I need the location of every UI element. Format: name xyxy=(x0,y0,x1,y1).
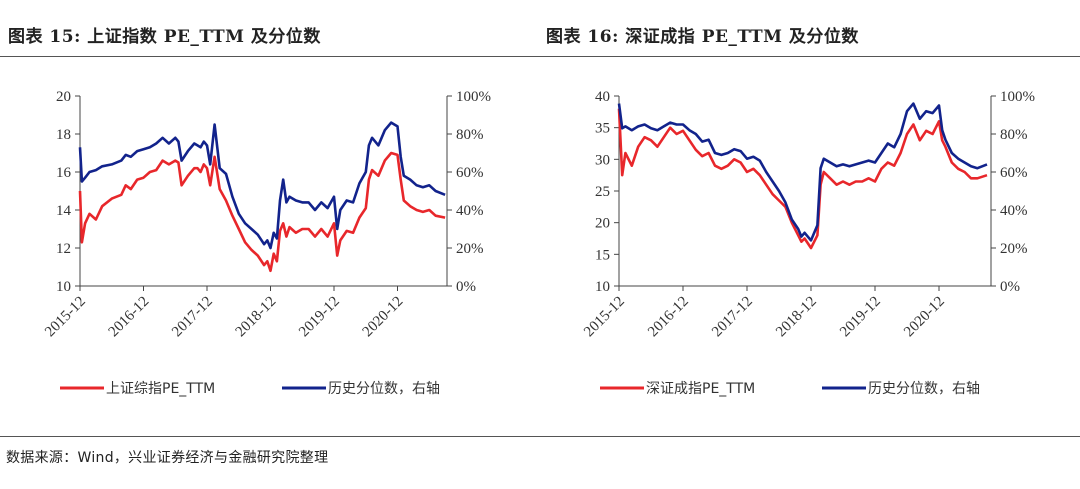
x-tick-label: 2020-12 xyxy=(360,294,407,341)
y-tick-label-left: 20 xyxy=(56,89,71,105)
y-tick-label-right: 100% xyxy=(456,89,491,105)
y-tick-label-right: 80% xyxy=(456,127,484,143)
footer-divider xyxy=(0,436,1080,437)
y-tick-label-right: 60% xyxy=(1000,165,1028,181)
legend-label: 上证综指PE_TTM xyxy=(106,381,215,397)
series-line-pe xyxy=(78,151,446,273)
y-tick-label-left: 25 xyxy=(595,184,610,200)
series-line-percentile xyxy=(78,121,446,250)
x-tick-label: 2019-12 xyxy=(296,294,343,341)
y-tick-label-right: 100% xyxy=(1000,89,1035,105)
legend-label: 深证成指PE_TTM xyxy=(646,381,755,397)
y-tick-label-left: 40 xyxy=(595,89,610,105)
legend-label: 历史分位数，右轴 xyxy=(868,381,980,397)
y-tick-label-left: 35 xyxy=(595,121,610,137)
y-tick-label-right: 40% xyxy=(456,203,484,219)
y-tick-label-left: 12 xyxy=(56,241,71,257)
y-tick-label-right: 60% xyxy=(456,165,484,181)
x-tick-label: 2018-12 xyxy=(233,294,280,341)
chart-title: 图表 15: 上证指数 PE_TTM 及分位数 xyxy=(8,27,321,47)
chart-panel-16: 图表 16: 深证成指 PE_TTM 及分位数 xyxy=(540,0,1080,435)
y-tick-label-right: 20% xyxy=(456,241,484,257)
y-tick-label-left: 18 xyxy=(56,127,71,143)
y-tick-label-right: 80% xyxy=(1000,127,1028,143)
chart-title: 图表 16: 深证成指 PE_TTM 及分位数 xyxy=(546,27,859,47)
x-tick-label: 2015-12 xyxy=(581,294,628,341)
x-tick-label: 2015-12 xyxy=(42,294,89,341)
series-line-pe xyxy=(617,108,988,250)
chart-panel-15: 图表 15: 上证指数 PE_TTM 及分位数 xyxy=(0,0,540,435)
x-tick-label: 2019-12 xyxy=(837,294,884,341)
y-tick-label-left: 30 xyxy=(595,152,610,168)
series-line-percentile xyxy=(617,102,988,242)
x-tick-label: 2016-12 xyxy=(106,294,153,341)
y-tick-label-left: 15 xyxy=(595,247,610,263)
header-divider xyxy=(0,56,1080,57)
y-tick-label-right: 0% xyxy=(456,279,476,295)
x-tick-label: 2017-12 xyxy=(169,294,216,341)
y-tick-label-right: 20% xyxy=(1000,241,1028,257)
y-tick-label-right: 0% xyxy=(1000,279,1020,295)
y-tick-label-left: 10 xyxy=(595,279,610,295)
x-tick-label: 2017-12 xyxy=(709,294,756,341)
x-tick-label: 2016-12 xyxy=(645,294,692,341)
x-tick-label: 2018-12 xyxy=(773,294,820,341)
y-tick-label-left: 10 xyxy=(56,279,71,295)
y-tick-label-left: 14 xyxy=(56,203,72,219)
source-note: 数据来源：Wind，兴业证券经济与金融研究院整理 xyxy=(6,450,329,466)
y-tick-label-left: 16 xyxy=(56,165,72,181)
legend-label: 历史分位数，右轴 xyxy=(328,381,440,397)
y-tick-label-left: 20 xyxy=(595,216,610,232)
x-tick-label: 2020-12 xyxy=(901,294,948,341)
y-tick-label-right: 40% xyxy=(1000,203,1028,219)
